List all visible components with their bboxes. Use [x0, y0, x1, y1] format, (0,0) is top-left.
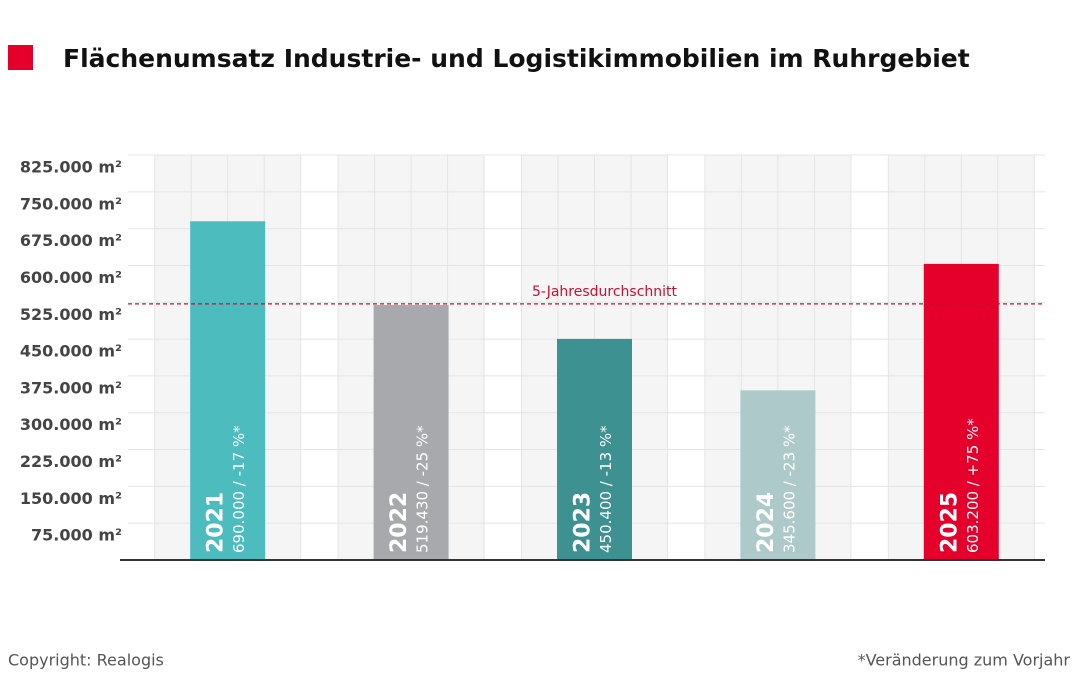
y-tick-label: 75.000 m²	[31, 526, 122, 545]
y-tick-label: 750.000 m²	[20, 194, 122, 213]
y-tick-label: 600.000 m²	[20, 268, 122, 287]
bar-category-label: 2022	[387, 492, 412, 553]
y-tick-label: 300.000 m²	[20, 415, 122, 434]
bar-value-label: 519.430 / -25 %*	[414, 425, 432, 553]
title-marker	[8, 45, 33, 70]
bar-value-label: 450.400 / -13 %*	[597, 425, 615, 553]
footer-note: *Veränderung zum Vorjahr	[858, 651, 1071, 670]
chart-title: Flächenumsatz Industrie- und Logistikimm…	[63, 44, 970, 73]
y-tick-label: 450.000 m²	[20, 342, 122, 361]
y-tick-label: 825.000 m²	[20, 158, 122, 177]
y-tick-label: 225.000 m²	[20, 452, 122, 471]
y-tick-label: 150.000 m²	[20, 489, 122, 508]
bar-category-label: 2023	[571, 492, 596, 553]
bar-value-label: 603.200 / +75 %*	[964, 418, 982, 553]
bar	[373, 305, 449, 560]
bar-value-label: 690.000 / -17 %*	[230, 425, 248, 553]
y-tick-label: 375.000 m²	[20, 378, 122, 397]
y-tick-label: 525.000 m²	[20, 305, 122, 324]
footer-copyright: Copyright: Realogis	[8, 651, 164, 670]
bar-category-label: 2025	[937, 492, 962, 553]
bar	[740, 390, 816, 560]
bar	[923, 263, 999, 560]
bar-category-label: 2024	[754, 492, 779, 553]
bar-value-label: 345.600 / -23 %*	[780, 425, 798, 553]
bar-category-label: 2021	[204, 492, 229, 553]
bar	[190, 221, 266, 561]
y-tick-label: 675.000 m²	[20, 231, 122, 250]
bar	[557, 338, 632, 560]
reference-label: 5-Jahresdurchschnitt	[532, 284, 678, 300]
